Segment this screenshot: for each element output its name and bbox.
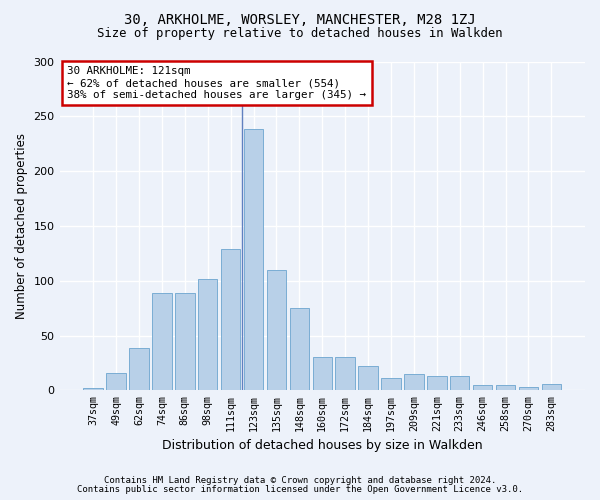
Bar — [450, 376, 469, 390]
Bar — [221, 249, 241, 390]
Bar — [335, 358, 355, 390]
Bar — [358, 366, 378, 390]
Bar — [496, 385, 515, 390]
Bar — [175, 293, 194, 390]
Text: Contains HM Land Registry data © Crown copyright and database right 2024.: Contains HM Land Registry data © Crown c… — [104, 476, 496, 485]
Bar — [267, 270, 286, 390]
Bar — [290, 308, 309, 390]
Bar — [381, 378, 401, 390]
Bar — [542, 384, 561, 390]
X-axis label: Distribution of detached houses by size in Walkden: Distribution of detached houses by size … — [162, 440, 482, 452]
Bar — [152, 293, 172, 390]
Bar — [427, 376, 446, 390]
Text: 30, ARKHOLME, WORSLEY, MANCHESTER, M28 1ZJ: 30, ARKHOLME, WORSLEY, MANCHESTER, M28 1… — [124, 12, 476, 26]
Bar — [473, 385, 493, 390]
Bar — [129, 348, 149, 391]
Text: Contains public sector information licensed under the Open Government Licence v3: Contains public sector information licen… — [77, 485, 523, 494]
Bar — [198, 278, 217, 390]
Text: 30 ARKHOLME: 121sqm
← 62% of detached houses are smaller (554)
38% of semi-detac: 30 ARKHOLME: 121sqm ← 62% of detached ho… — [67, 66, 367, 100]
Bar — [106, 373, 126, 390]
Y-axis label: Number of detached properties: Number of detached properties — [15, 133, 28, 319]
Bar — [313, 358, 332, 390]
Text: Size of property relative to detached houses in Walkden: Size of property relative to detached ho… — [97, 28, 503, 40]
Bar — [83, 388, 103, 390]
Bar — [404, 374, 424, 390]
Bar — [519, 387, 538, 390]
Bar — [244, 130, 263, 390]
